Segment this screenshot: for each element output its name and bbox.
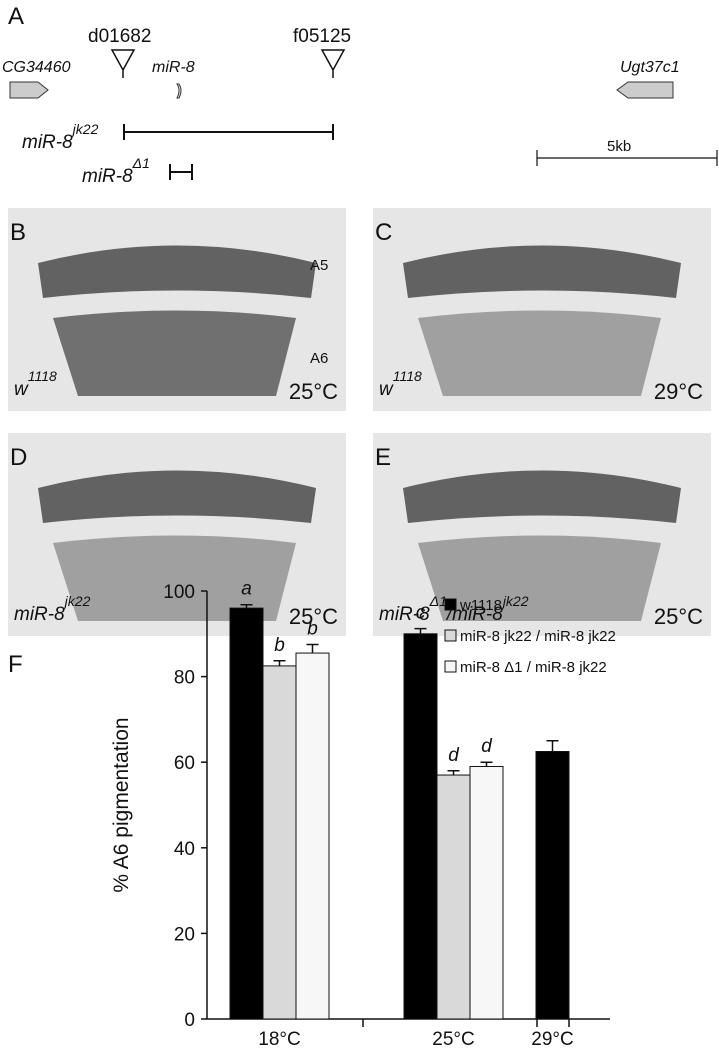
- legend-swatch: [444, 598, 457, 611]
- photo-panels: Bw111825°CA5A6Cw111829°CDmiR-8jk2225°CEm…: [8, 208, 711, 636]
- y-tick-label: 100: [163, 582, 195, 603]
- allele-base: miR-8: [22, 132, 73, 153]
- genotype-base: miR-8: [14, 604, 65, 625]
- bar: [403, 633, 438, 1020]
- insertion-label: d01682: [88, 26, 151, 47]
- gene-arrow: [616, 81, 674, 99]
- x-tick-label: 25°C: [432, 1029, 474, 1050]
- insertion-marker: [110, 49, 136, 78]
- legend-label: w1118: [459, 597, 502, 614]
- y-tick-label: 80: [174, 668, 195, 689]
- panel-label: A: [8, 3, 24, 30]
- deletion-bar: [169, 164, 193, 180]
- bar: [436, 774, 471, 1020]
- legend-label: miR-8 Δ1 / miR-8 jk22: [460, 659, 607, 676]
- temperature-label: 25°C: [654, 604, 703, 629]
- error-bar: [306, 643, 319, 654]
- scale-bar: [536, 150, 718, 166]
- genotype-sup: 1118: [28, 368, 57, 384]
- tergite-band: [403, 470, 681, 523]
- panel-label: D: [10, 444, 27, 471]
- tergite-band: [403, 245, 681, 298]
- legend-swatch: [444, 660, 457, 673]
- gene-label: Ugt37c1: [620, 59, 680, 76]
- y-tick-label: 40: [174, 839, 195, 860]
- tergite-band: [38, 470, 316, 523]
- gene-label: miR-8: [152, 59, 195, 76]
- bar: [535, 751, 570, 1020]
- error-bar: [480, 761, 493, 767]
- bar: [295, 652, 330, 1020]
- y-tick-label: 60: [174, 753, 195, 774]
- error-bar: [546, 740, 559, 752]
- y-tick-label: 0: [184, 1010, 195, 1031]
- significance-letter: d: [481, 736, 493, 757]
- bar: [262, 665, 297, 1020]
- gene-mark: [176, 83, 182, 99]
- x-tick-label: 18°C: [258, 1029, 300, 1050]
- y-axis-label: % A6 pigmentation: [110, 717, 133, 892]
- tergite-band: [418, 310, 661, 396]
- panel-label: F: [8, 651, 23, 678]
- panel-label: E: [375, 444, 391, 471]
- temperature-label: 25°C: [289, 379, 338, 404]
- significance-letter: b: [307, 619, 318, 640]
- tergite-band: [53, 535, 296, 621]
- legend-label: miR-8 jk22 / miR-8 jk22: [460, 628, 616, 645]
- genotype-base: /miR-8: [445, 604, 503, 625]
- error-bar: [273, 660, 286, 666]
- genotype-base: w: [379, 379, 394, 400]
- scale-label: 5kb: [607, 138, 631, 155]
- significance-letter: d: [448, 745, 460, 766]
- genotype-label: w1118: [379, 368, 422, 400]
- genotype-base: miR-8: [379, 604, 430, 625]
- legend-swatch: [444, 629, 457, 642]
- allele-sup: Δ1: [132, 155, 150, 171]
- temperature-label: 25°C: [289, 604, 338, 629]
- allele-label: miR-8Δ1: [82, 155, 150, 187]
- allele-base: miR-8: [82, 166, 133, 187]
- segment-label: A5: [310, 257, 328, 274]
- gene-arrow: [9, 81, 49, 99]
- segment-label: A6: [310, 350, 328, 367]
- genotype-label: w1118: [14, 368, 57, 400]
- significance-letter: a: [241, 579, 252, 600]
- y-tick-label: 20: [174, 924, 195, 945]
- temperature-label: 29°C: [654, 379, 703, 404]
- genotype-sup: jk22: [63, 593, 91, 609]
- gene-label: CG34460: [2, 59, 71, 76]
- panel-label: C: [375, 219, 392, 246]
- allele-label: miR-8jk22: [22, 121, 99, 153]
- significance-letter: b: [274, 635, 285, 656]
- error-bar: [414, 627, 427, 634]
- genotype-sup: Δ1: [429, 593, 447, 609]
- tergite-band: [418, 535, 661, 621]
- error-bar: [240, 603, 253, 609]
- bar-chart: F % A6 pigmentation 0 20 40 60 80 100 18°C 25°C 29…: [8, 579, 616, 1050]
- panel-label: B: [10, 219, 26, 246]
- genotype-sup: 1118: [393, 368, 422, 384]
- bar: [469, 765, 504, 1020]
- significance-letter: c: [416, 603, 426, 624]
- error-bar: [447, 770, 460, 776]
- insertion-label: f05125: [293, 26, 351, 47]
- deletion-bar: [123, 124, 334, 140]
- insertion-marker: [320, 49, 346, 78]
- genotype-label: miR-8Δ1/miR-8jk22: [379, 593, 529, 625]
- tergite-band: [38, 245, 316, 298]
- allele-sup: jk22: [71, 121, 99, 137]
- x-tick-label: 29°C: [531, 1029, 573, 1050]
- genotype-label: miR-8jk22: [14, 593, 91, 625]
- genotype-sup: jk22: [501, 593, 529, 609]
- bar: [229, 607, 264, 1020]
- tergite-band: [53, 310, 296, 396]
- genotype-base: w: [14, 379, 29, 400]
